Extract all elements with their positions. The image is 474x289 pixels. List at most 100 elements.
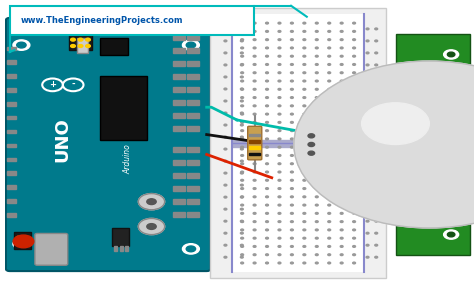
Circle shape [366,100,369,102]
Circle shape [265,130,268,131]
Circle shape [240,256,243,258]
Circle shape [253,55,256,57]
Circle shape [265,212,268,214]
Circle shape [375,244,378,246]
Circle shape [265,121,268,123]
Circle shape [278,221,281,223]
Circle shape [315,88,318,90]
Circle shape [303,163,306,165]
Bar [173,199,185,204]
Circle shape [315,39,318,40]
Bar [7,158,16,161]
Circle shape [366,244,369,246]
Text: www.TheEngineeringProjects.com: www.TheEngineeringProjects.com [21,16,183,25]
Circle shape [303,188,306,189]
Circle shape [353,171,356,173]
Circle shape [278,171,281,173]
Circle shape [340,262,343,264]
Circle shape [265,64,268,65]
Circle shape [265,262,268,264]
Circle shape [328,121,331,123]
FancyBboxPatch shape [396,214,470,255]
Circle shape [278,246,281,247]
Circle shape [353,221,356,223]
Circle shape [265,254,268,255]
Circle shape [375,220,378,222]
Circle shape [315,171,318,173]
Circle shape [241,97,244,99]
Circle shape [328,64,331,65]
Circle shape [315,80,318,82]
Circle shape [241,171,244,173]
Circle shape [340,237,343,239]
Circle shape [278,121,281,123]
Circle shape [315,237,318,239]
Circle shape [265,246,268,247]
Circle shape [224,136,227,138]
Circle shape [241,212,244,214]
Circle shape [224,196,227,198]
Circle shape [265,188,268,189]
Bar [7,116,16,119]
Circle shape [303,262,306,264]
Circle shape [224,160,227,162]
Circle shape [241,204,244,206]
Circle shape [303,31,306,32]
Bar [249,146,260,149]
Circle shape [253,138,256,140]
Circle shape [224,256,227,258]
Circle shape [340,146,343,148]
Circle shape [375,184,378,186]
Circle shape [138,194,164,210]
Bar [173,35,185,40]
Circle shape [224,28,227,30]
Circle shape [315,163,318,165]
Circle shape [340,55,343,57]
Circle shape [375,100,378,102]
Circle shape [353,146,356,148]
Circle shape [278,55,281,57]
Circle shape [253,246,256,247]
Circle shape [265,155,268,156]
Circle shape [291,113,293,115]
Circle shape [78,38,83,41]
Circle shape [328,47,331,49]
Bar [187,113,199,118]
Circle shape [375,28,378,30]
Circle shape [353,204,356,206]
Circle shape [308,134,315,138]
Circle shape [278,130,281,131]
Bar [187,186,199,191]
Circle shape [353,105,356,107]
Bar [173,126,185,131]
Circle shape [328,88,331,90]
Circle shape [308,142,315,147]
Circle shape [253,121,256,123]
Circle shape [240,244,243,246]
Circle shape [278,163,281,165]
Circle shape [265,229,268,231]
Bar [114,246,117,251]
Circle shape [265,221,268,223]
Bar [7,185,16,189]
Circle shape [353,80,356,82]
Circle shape [375,232,378,234]
Circle shape [240,112,243,114]
Circle shape [353,88,356,90]
Circle shape [265,72,268,74]
Bar [173,100,185,105]
Circle shape [328,31,331,32]
Circle shape [240,136,243,138]
Circle shape [291,188,293,189]
Circle shape [17,241,26,247]
Circle shape [265,146,268,148]
Circle shape [265,171,268,173]
Circle shape [265,138,268,140]
Circle shape [253,196,256,198]
Circle shape [375,148,378,150]
Circle shape [138,218,164,235]
Circle shape [328,97,331,99]
Bar [187,61,199,66]
Bar [187,100,199,105]
Circle shape [253,105,256,107]
